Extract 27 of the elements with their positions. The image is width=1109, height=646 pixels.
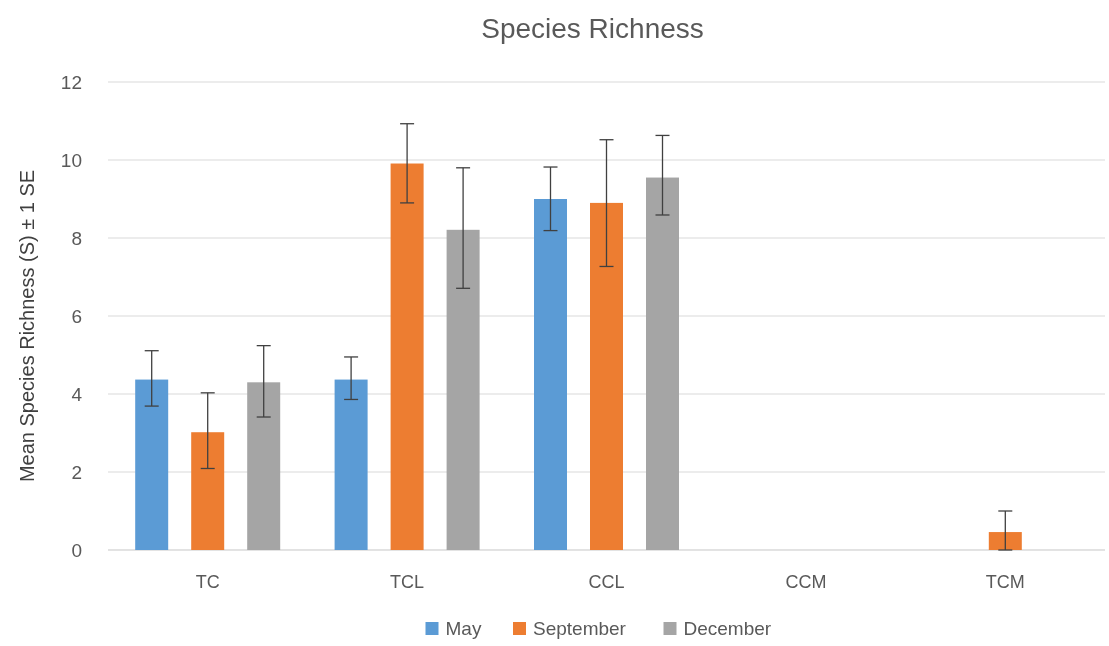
- legend-label: December: [683, 618, 772, 639]
- chart-title: Species Richness: [481, 13, 704, 44]
- x-tick-label: TCL: [390, 572, 425, 592]
- y-tick-label: 8: [71, 227, 82, 249]
- y-tick-label: 4: [71, 383, 83, 405]
- legend-label: September: [533, 618, 627, 639]
- bar: [135, 379, 169, 550]
- y-tick-label: 2: [71, 461, 82, 483]
- bar: [988, 532, 1022, 550]
- bar: [446, 229, 480, 550]
- y-tick-label: 6: [71, 305, 82, 327]
- bar: [590, 202, 623, 550]
- x-tick-label: TC: [195, 572, 220, 592]
- x-tick-label: TCM: [985, 572, 1025, 592]
- y-tick-label: 12: [60, 71, 82, 93]
- bar: [191, 432, 225, 550]
- x-tick-label: CCM: [785, 572, 827, 592]
- y-tick-label: 10: [60, 149, 82, 171]
- y-tick-label: 0: [71, 539, 82, 561]
- bar: [534, 199, 567, 550]
- y-axis-title: Mean Species Richness (S) ± 1 SE: [16, 169, 38, 483]
- bar: [334, 379, 368, 550]
- x-tick-label: CCL: [588, 572, 625, 592]
- bar: [646, 177, 679, 550]
- bar: [390, 163, 424, 550]
- legend-label: May: [445, 618, 482, 639]
- bar: [247, 382, 281, 550]
